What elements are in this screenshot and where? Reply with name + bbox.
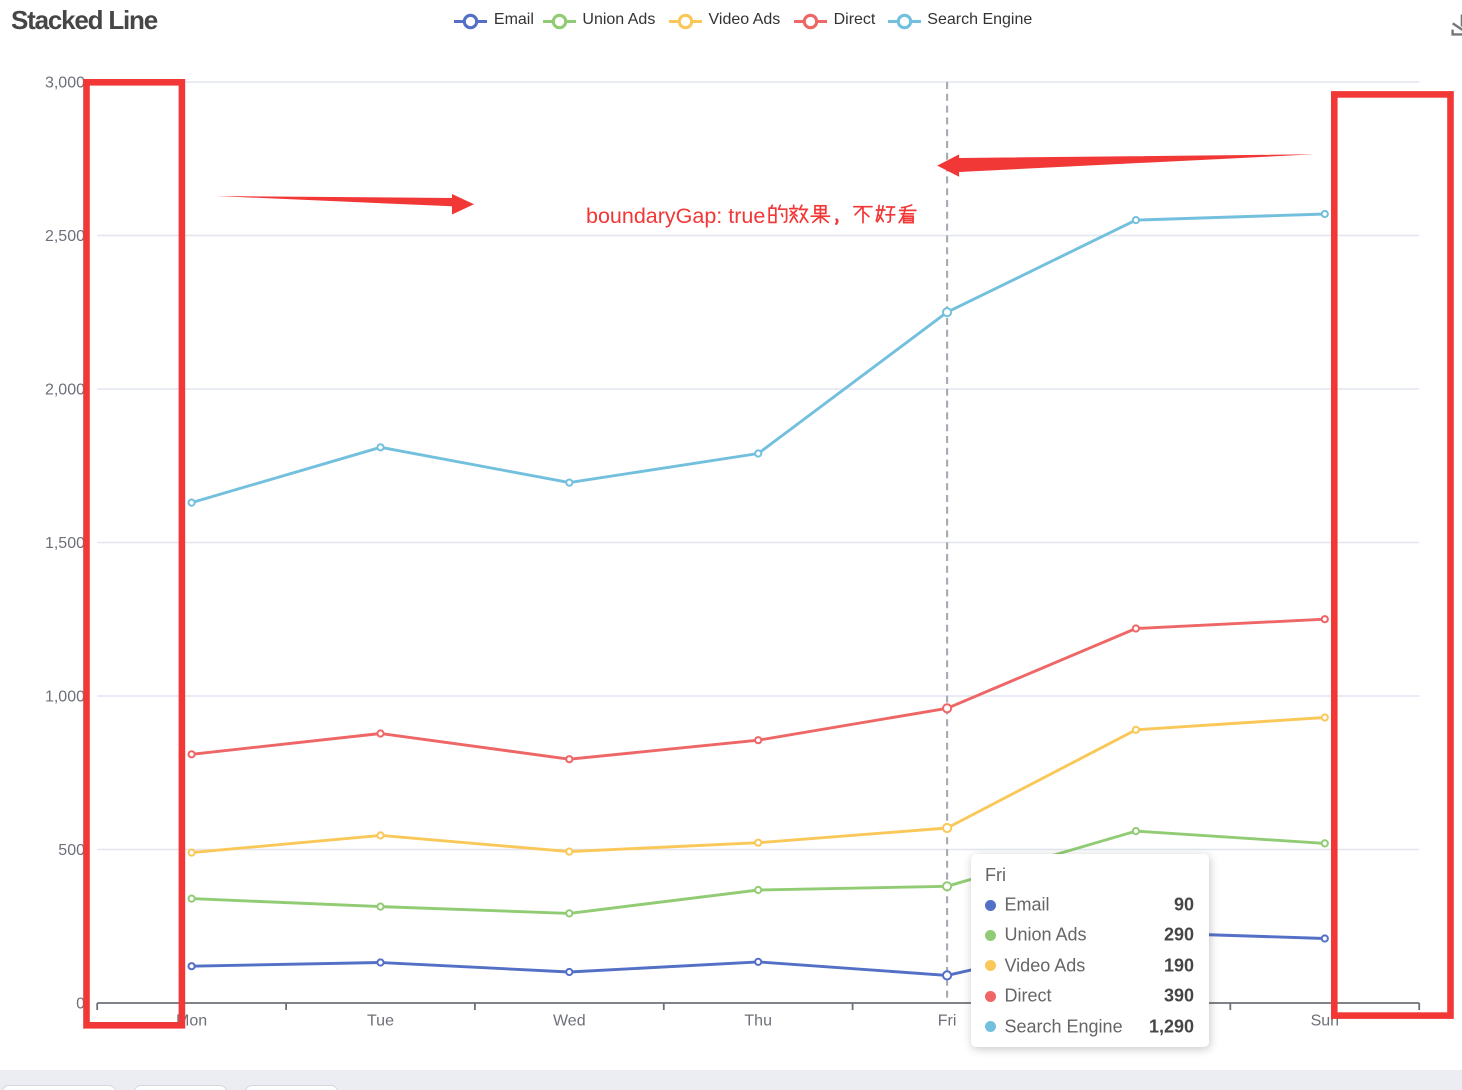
svg-text:Fri: Fri	[938, 1013, 957, 1030]
svg-text:1,500: 1,500	[45, 535, 85, 552]
svg-text:2,500: 2,500	[45, 228, 85, 245]
svg-text:Tue: Tue	[367, 1013, 394, 1030]
svg-text:Thu: Thu	[744, 1013, 772, 1030]
svg-text:0: 0	[76, 996, 85, 1013]
svg-text:Wed: Wed	[553, 1013, 586, 1030]
svg-text:1,000: 1,000	[45, 689, 85, 706]
svg-text:2,000: 2,000	[45, 382, 85, 399]
svg-text:3,000: 3,000	[45, 75, 85, 92]
svg-text:500: 500	[58, 842, 85, 859]
